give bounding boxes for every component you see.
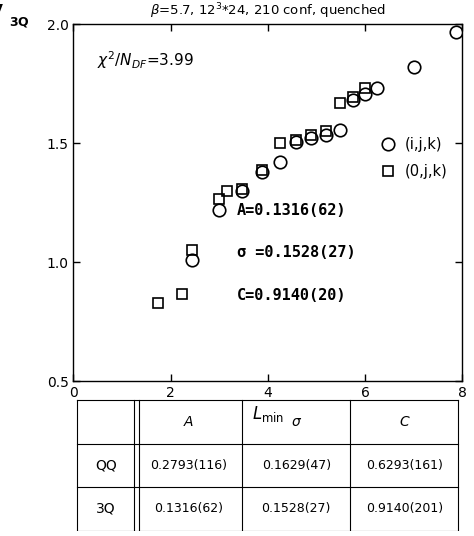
X-axis label: $L_{\rm min}$: $L_{\rm min}$ (252, 404, 284, 424)
Text: A: A (183, 415, 193, 429)
Text: 0.1528(27): 0.1528(27) (262, 502, 331, 516)
Text: 0.1316(62): 0.1316(62) (154, 502, 223, 516)
Text: 3Q: 3Q (96, 502, 116, 516)
Text: 0.2793(116): 0.2793(116) (150, 459, 227, 472)
Text: σ: σ (292, 415, 301, 429)
Text: σ =0.1528(27): σ =0.1528(27) (237, 245, 356, 260)
Text: $\bf{V}$: $\bf{V}$ (0, 3, 4, 20)
Text: QQ: QQ (95, 458, 117, 472)
Title: $\beta$=5.7, 12$^3$*24, 210 conf, quenched: $\beta$=5.7, 12$^3$*24, 210 conf, quench… (150, 2, 386, 21)
Text: 0.6293(161): 0.6293(161) (366, 459, 443, 472)
Text: C: C (400, 415, 409, 429)
Text: A=0.1316(62): A=0.1316(62) (237, 203, 346, 218)
Text: $\chi^2/N_{DF}$=3.99: $\chi^2/N_{DF}$=3.99 (97, 49, 193, 71)
Text: 0.1629(47): 0.1629(47) (262, 459, 331, 472)
Legend: (i,j,k), (0,j,k): (i,j,k), (0,j,k) (374, 131, 453, 185)
Text: C=0.9140(20): C=0.9140(20) (237, 288, 346, 303)
Text: $\bf{3Q}$: $\bf{3Q}$ (9, 16, 30, 29)
Text: 0.9140(201): 0.9140(201) (366, 502, 443, 516)
